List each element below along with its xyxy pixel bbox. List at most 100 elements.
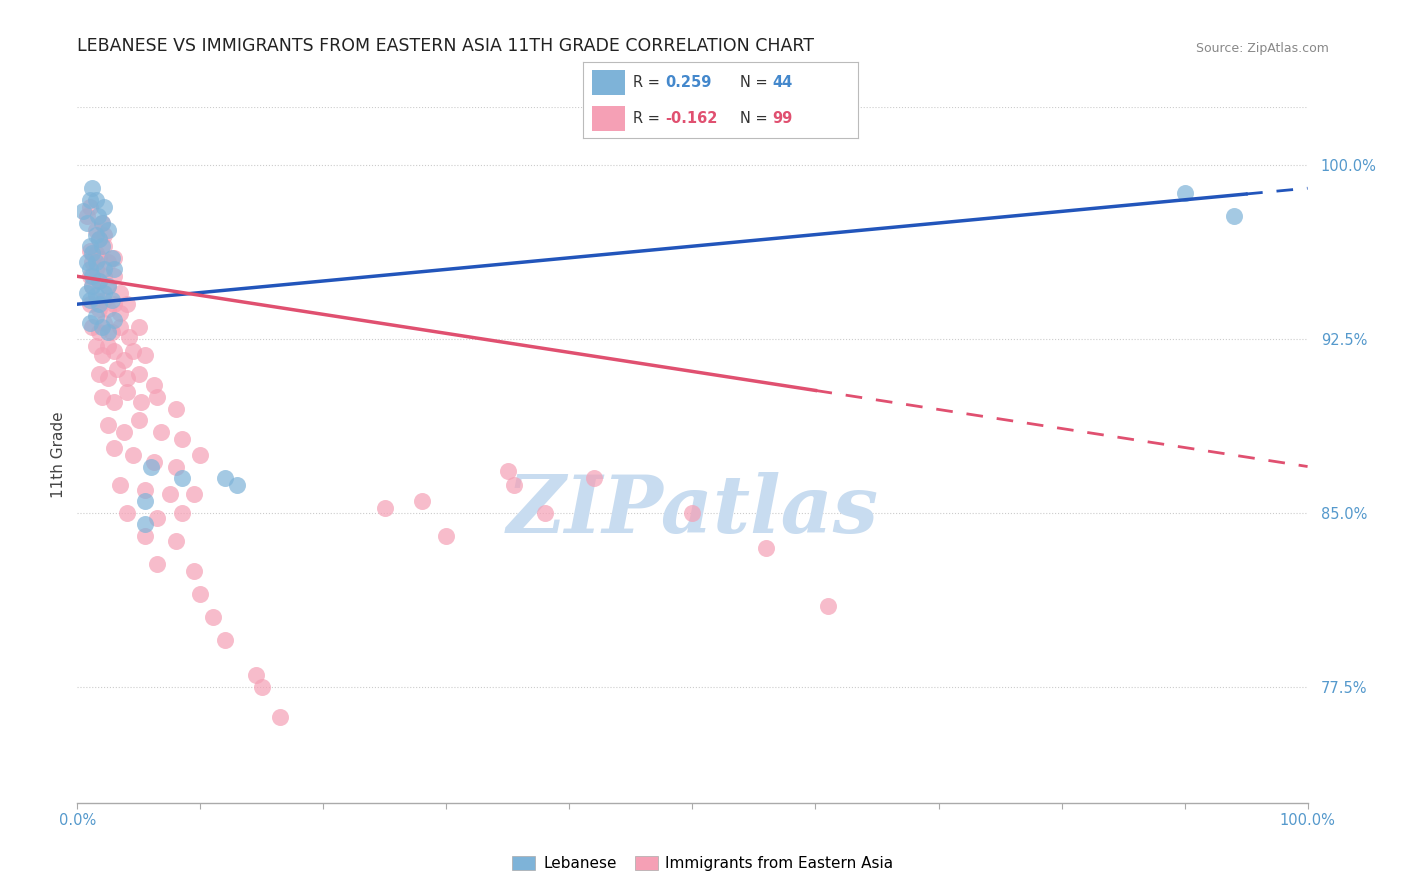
Point bbox=[817, 599, 839, 613]
Point bbox=[93, 285, 115, 300]
Point bbox=[89, 367, 111, 381]
Point bbox=[150, 425, 173, 439]
Point bbox=[79, 262, 101, 277]
Point bbox=[134, 494, 156, 508]
Point bbox=[496, 464, 519, 478]
Point bbox=[76, 216, 98, 230]
Point bbox=[90, 239, 114, 253]
Point bbox=[142, 455, 165, 469]
Point bbox=[84, 293, 107, 307]
Point bbox=[93, 269, 115, 284]
Point bbox=[103, 251, 125, 265]
Point bbox=[226, 478, 249, 492]
Point bbox=[170, 471, 193, 485]
Point bbox=[214, 633, 236, 648]
Point bbox=[82, 278, 104, 293]
Point bbox=[134, 529, 156, 543]
Point bbox=[97, 325, 120, 339]
Point bbox=[97, 301, 120, 316]
Point bbox=[79, 297, 101, 311]
Point bbox=[79, 239, 101, 253]
Point bbox=[101, 293, 124, 307]
Point bbox=[188, 587, 212, 601]
Point bbox=[110, 306, 132, 320]
Point bbox=[159, 487, 181, 501]
Point bbox=[84, 288, 107, 302]
Point bbox=[84, 262, 107, 277]
Legend: Lebanese, Immigrants from Eastern Asia: Lebanese, Immigrants from Eastern Asia bbox=[506, 850, 900, 877]
Point bbox=[79, 316, 101, 330]
Point bbox=[110, 285, 132, 300]
Point bbox=[115, 385, 138, 400]
Point bbox=[170, 432, 193, 446]
Point bbox=[755, 541, 778, 555]
Point bbox=[97, 371, 120, 385]
Point bbox=[183, 564, 205, 578]
Point bbox=[90, 216, 114, 230]
Point bbox=[1174, 186, 1197, 200]
Point bbox=[90, 216, 114, 230]
Point bbox=[1223, 209, 1246, 223]
Point bbox=[105, 362, 128, 376]
Point bbox=[103, 394, 125, 409]
Point bbox=[374, 501, 396, 516]
Y-axis label: 11th Grade: 11th Grade bbox=[51, 411, 66, 499]
Point bbox=[93, 239, 115, 253]
Point bbox=[101, 325, 124, 339]
Point bbox=[76, 255, 98, 269]
Point bbox=[97, 278, 120, 293]
Point bbox=[89, 251, 111, 265]
Point bbox=[583, 471, 606, 485]
Point bbox=[128, 320, 150, 334]
Point bbox=[103, 313, 125, 327]
Point bbox=[76, 285, 98, 300]
Point bbox=[82, 269, 104, 284]
Point bbox=[89, 325, 111, 339]
Point bbox=[89, 232, 111, 246]
Point bbox=[79, 293, 101, 307]
Point bbox=[82, 320, 104, 334]
Text: -0.162: -0.162 bbox=[666, 111, 718, 126]
Point bbox=[129, 394, 153, 409]
Point bbox=[188, 448, 212, 462]
Point bbox=[82, 255, 104, 269]
Point bbox=[76, 209, 98, 223]
Point bbox=[79, 244, 101, 258]
Point bbox=[84, 255, 107, 269]
Point bbox=[89, 274, 111, 288]
Bar bbox=[592, 70, 624, 95]
Point bbox=[121, 448, 143, 462]
Point bbox=[79, 193, 101, 207]
Point bbox=[146, 510, 169, 524]
Point bbox=[97, 417, 120, 432]
Point bbox=[503, 478, 526, 492]
Point bbox=[93, 227, 115, 242]
Point bbox=[87, 209, 110, 223]
Point bbox=[101, 251, 124, 265]
Point bbox=[110, 478, 132, 492]
Point bbox=[103, 441, 125, 455]
Point bbox=[165, 459, 187, 474]
Point bbox=[103, 262, 125, 277]
Point bbox=[128, 367, 150, 381]
Point bbox=[165, 401, 187, 416]
Point bbox=[245, 668, 267, 682]
Point bbox=[79, 269, 101, 284]
Point bbox=[128, 413, 150, 427]
Point bbox=[115, 506, 138, 520]
Point bbox=[90, 320, 114, 334]
Point bbox=[103, 297, 125, 311]
Point bbox=[97, 255, 120, 269]
Point bbox=[89, 232, 111, 246]
Point bbox=[214, 471, 236, 485]
Point bbox=[93, 293, 115, 307]
Text: N =: N = bbox=[740, 111, 772, 126]
Point bbox=[84, 246, 107, 260]
Point bbox=[84, 227, 107, 242]
Text: R =: R = bbox=[633, 111, 665, 126]
Point bbox=[682, 506, 704, 520]
Point bbox=[97, 278, 120, 293]
Point bbox=[115, 297, 138, 311]
Point bbox=[141, 459, 163, 474]
Point bbox=[121, 343, 143, 358]
